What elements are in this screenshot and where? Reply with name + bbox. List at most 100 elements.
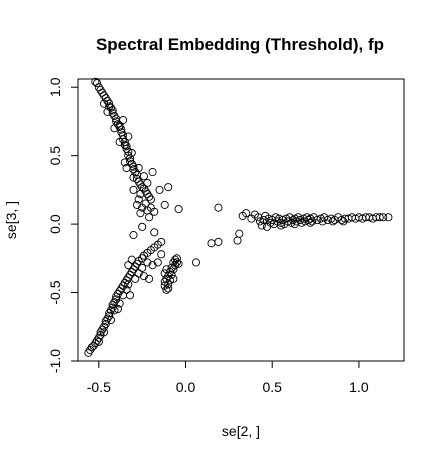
data-point: [160, 200, 169, 209]
y-axis-label: se[3, ]: [3, 201, 19, 239]
data-point: [146, 195, 155, 204]
data-point: [290, 214, 299, 223]
data-point: [129, 173, 138, 182]
data-point: [214, 237, 223, 246]
data-point: [160, 269, 169, 278]
data-point: [134, 195, 143, 204]
data-point: [94, 333, 103, 342]
data-point: [108, 303, 117, 312]
data-point: [122, 163, 131, 173]
data-point: [259, 215, 268, 225]
data-point: [384, 213, 393, 222]
data-point: [276, 221, 285, 230]
data-point: [318, 217, 327, 226]
data-point: [113, 304, 122, 314]
data-point: [108, 106, 117, 115]
data-point: [304, 215, 313, 225]
x-tick-label: 1.0: [349, 379, 369, 395]
data-point: [278, 215, 287, 225]
data-point: [110, 124, 119, 133]
data-point: [129, 231, 138, 240]
data-point: [155, 185, 164, 194]
data-point: [138, 203, 147, 212]
data-point: [105, 99, 114, 108]
data-point: [131, 274, 140, 283]
data-point: [207, 239, 216, 248]
data-point: [375, 213, 384, 222]
data-point: [233, 236, 242, 245]
x-axis-label: se[2, ]: [222, 423, 260, 439]
data-point: [145, 192, 154, 201]
y-tick-label: 0.0: [47, 214, 63, 234]
data-point: [125, 154, 135, 163]
data-point: [134, 163, 143, 173]
data-point: [138, 222, 147, 231]
data-point: [174, 259, 183, 268]
y-axis: -1.0 -0.5 0.0 0.5 1.0: [47, 77, 79, 373]
data-point: [295, 215, 305, 225]
data-point: [105, 311, 114, 320]
data-point: [164, 183, 173, 192]
data-point: [139, 272, 148, 281]
data-point: [292, 217, 301, 226]
data-point: [148, 261, 157, 270]
data-point: [157, 250, 166, 259]
data-point: [99, 99, 109, 108]
data-point: [138, 263, 147, 272]
data-point: [313, 215, 322, 225]
data-point: [257, 221, 266, 230]
data-point: [125, 291, 135, 300]
data-point: [328, 217, 337, 226]
data-point: [110, 298, 119, 307]
data-point: [101, 319, 110, 329]
data-point: [308, 217, 317, 226]
data-point: [379, 213, 388, 222]
data-point: [110, 306, 119, 315]
x-tick-label: -0.5: [87, 379, 111, 395]
data-point: [283, 217, 292, 226]
data-point: [124, 261, 133, 270]
data-point: [145, 274, 154, 283]
data-point: [172, 254, 181, 263]
data-point: [115, 137, 124, 147]
data-point: [290, 220, 299, 229]
data-point: [127, 148, 136, 157]
y-tick-label: 0.5: [47, 146, 63, 166]
data-point: [242, 209, 251, 218]
y-tick-label: -1.0: [47, 349, 63, 373]
data-point: [94, 337, 103, 346]
data-point: [150, 207, 159, 216]
data-point: [139, 172, 148, 181]
data-point: [120, 140, 129, 149]
data-point: [119, 116, 128, 125]
data-point: [162, 265, 171, 274]
data-point: [136, 209, 145, 218]
data-point: [110, 111, 119, 121]
x-axis: -0.5 0.0 0.5 1.0: [87, 360, 369, 395]
data-point: [127, 255, 136, 264]
data-point: [214, 203, 223, 212]
data-point: [99, 322, 109, 331]
data-point: [150, 228, 159, 237]
data-point: [162, 285, 171, 294]
data-point: [145, 213, 154, 222]
data-point: [132, 259, 142, 268]
data-point: [306, 218, 315, 227]
data-point: [106, 315, 115, 324]
data-point: [169, 274, 178, 283]
data-point: [138, 254, 147, 263]
data-point: [120, 158, 129, 167]
data-point: [271, 213, 280, 222]
data-point: [129, 185, 138, 194]
data-point: [124, 280, 133, 289]
data-point: [191, 258, 200, 267]
data-point: [124, 132, 133, 141]
data-point: [164, 284, 173, 293]
data-point: [143, 258, 152, 267]
data-point: [132, 200, 142, 209]
data-point: [172, 258, 181, 267]
data-point: [157, 237, 166, 246]
data-point: [143, 178, 152, 188]
data-point: [165, 276, 174, 285]
